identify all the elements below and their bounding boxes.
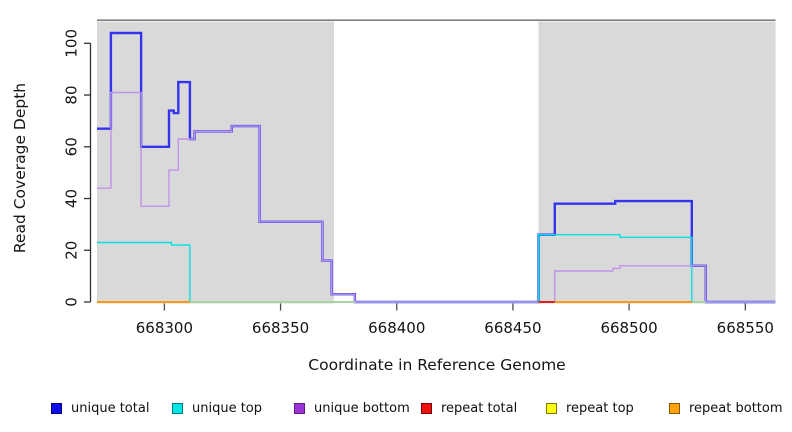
legend-swatch-repeat-top bbox=[546, 402, 557, 414]
x-tick-label-668500: 668500 bbox=[600, 319, 657, 337]
y-tick-label-60: 60 bbox=[63, 137, 81, 156]
legend-label-repeat-total: repeat total bbox=[441, 400, 518, 416]
legend-swatch-unique-bottom bbox=[294, 402, 305, 414]
legend-swatch-unique-top bbox=[172, 402, 183, 414]
y-tick-label-40: 40 bbox=[63, 189, 81, 208]
legend-label-repeat-bottom: repeat bottom bbox=[689, 400, 783, 416]
legend-label-unique-top: unique top bbox=[192, 400, 263, 416]
y-tick-label-0: 0 bbox=[63, 297, 81, 307]
legend-item-repeat-top: repeat top bbox=[546, 398, 634, 418]
y-tick-label-20: 20 bbox=[63, 241, 81, 260]
legend-label-unique-total: unique total bbox=[71, 400, 150, 416]
y-axis-title: Read Coverage Depth bbox=[11, 82, 29, 254]
x-tick-label-668550: 668550 bbox=[717, 319, 774, 337]
legend-label-unique-bottom: unique bottom bbox=[314, 400, 410, 416]
legend-item-unique-total: unique total bbox=[51, 398, 149, 418]
legend-item-unique-top: unique top bbox=[172, 398, 262, 418]
shaded-region-1 bbox=[538, 21, 776, 304]
series-line-unique-top bbox=[97, 234, 776, 303]
legend-item-repeat-total: repeat total bbox=[421, 398, 517, 418]
legend-item-repeat-bottom: repeat bottom bbox=[669, 398, 783, 418]
legend-label-repeat-top: repeat top bbox=[566, 400, 634, 416]
x-tick-label-668300: 668300 bbox=[136, 319, 193, 337]
legend-swatch-unique-total bbox=[51, 402, 62, 414]
x-tick-label-668450: 668450 bbox=[484, 319, 541, 337]
x-axis-title: Coordinate in Reference Genome bbox=[308, 356, 566, 374]
series-line-unique-bottom bbox=[97, 91, 776, 303]
legend-item-unique-bottom: unique bottom bbox=[294, 398, 410, 418]
legend-swatch-repeat-bottom bbox=[669, 402, 680, 414]
chart-legend: unique total unique top unique bottom repea… bbox=[0, 398, 792, 422]
legend-swatch-repeat-total bbox=[421, 402, 432, 414]
y-tick-label-100: 100 bbox=[63, 29, 81, 58]
x-tick-label-668400: 668400 bbox=[368, 319, 425, 337]
x-tick-label-668350: 668350 bbox=[252, 319, 309, 337]
shaded-region-0 bbox=[97, 21, 335, 304]
y-tick-label-80: 80 bbox=[63, 85, 81, 104]
